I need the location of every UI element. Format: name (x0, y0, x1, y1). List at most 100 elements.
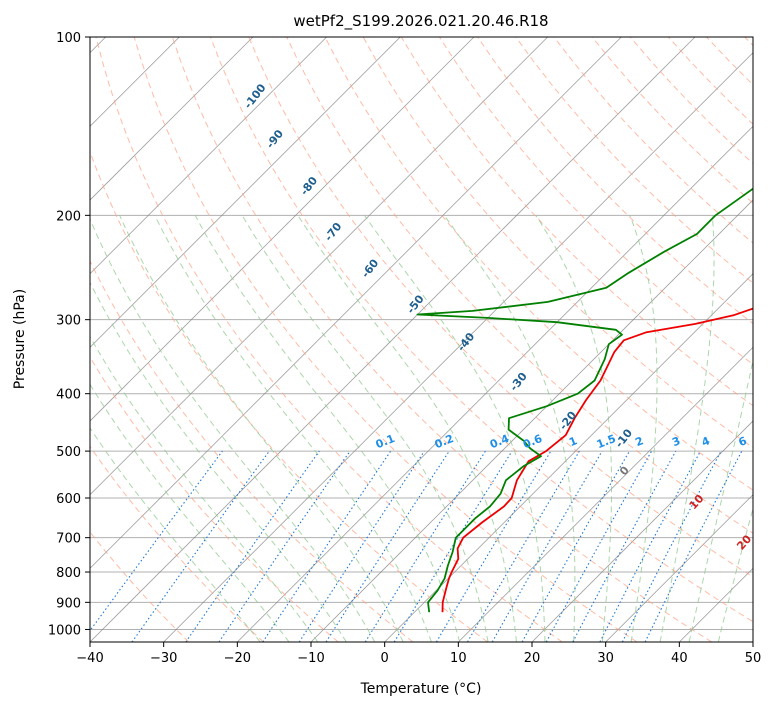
y-axis-ticks: 100 200 300 400 500 600 700 800 900 1000 (48, 31, 90, 638)
x-tick-label-9: 50 (745, 651, 762, 666)
x-tick-label-3: −10 (297, 651, 324, 666)
moist-adiabat-24 (443, 215, 576, 642)
moist-adiabat--4 (90, 217, 376, 642)
mixing-ratio-line-8 (393, 450, 513, 642)
y-tick-label-3: 400 (56, 388, 81, 403)
dry-adiabat-label-6: -40 (455, 330, 478, 354)
x-tick-label-1: −30 (150, 651, 177, 666)
dry-adiabat-0 (90, 259, 414, 642)
mixing-ratio-line-2 (185, 450, 320, 642)
isotherm--60 (90, 37, 548, 496)
isotherm-40 (679, 567, 753, 642)
moist-adiabat-label-2: 20 (734, 532, 754, 552)
mixing-ratio-line-3 (218, 450, 351, 642)
mixing-ratio-line-15 (599, 450, 701, 642)
moist-adiabat-20 (364, 215, 546, 642)
dry-adiabat-150 (591, 37, 753, 204)
mixing-ratio-label-7: 3 (670, 434, 682, 449)
isotherm-30 (605, 494, 753, 642)
mixing-ratio-label-6: 2 (633, 434, 645, 449)
isotherm--100 (90, 37, 254, 201)
dry-adiabat-20 (95, 37, 563, 642)
dry-adiabat-180 (706, 37, 753, 86)
mixing-ratio-line-7 (364, 450, 486, 642)
dry-adiabat-60 (248, 37, 753, 578)
moist-adiabat-label-3: 30 (770, 563, 775, 583)
y-tick-label-9: 1000 (48, 623, 81, 638)
mixing-ratio-lines (90, 450, 743, 642)
dry-adiabat-label-7: -30 (507, 370, 530, 394)
sounding-series (416, 187, 753, 613)
mixing-ratio-label-3: 0.6 (521, 432, 544, 451)
mixing-ratio-line-1 (131, 450, 270, 642)
mixing-ratio-label-5: 1.5 (595, 432, 618, 451)
isotherm-0 (384, 273, 753, 642)
mixing-ratio-line-14 (572, 450, 677, 642)
isotherm--10 (310, 199, 753, 642)
moist-adiabat-12 (241, 215, 489, 642)
mixing-ratio-line-13 (545, 450, 653, 642)
dry-adiabat-label-8: -20 (557, 409, 580, 433)
moist-adiabat-0 (119, 215, 404, 642)
x-axis-ticks: −40 −30 −20 −10 0 10 20 30 40 50 (76, 642, 761, 666)
dry-adiabat--10 (90, 356, 339, 642)
mixing-ratio-label-4: 1 (567, 434, 579, 449)
mixing-ratio-line-5 (298, 450, 425, 642)
mixing-ratio-line-6 (325, 450, 450, 642)
moist-adiabat-36 (659, 215, 715, 642)
plot-area: -100-90-80-70-60-50-40-30-20-10010203040… (90, 37, 775, 642)
isotherm-50 (752, 641, 753, 642)
moist-adiabat-label-0: 0 (617, 464, 632, 479)
chart-title: wetPf2_S199.2026.021.20.46.R18 (293, 12, 548, 31)
dry-adiabat-190 (744, 37, 753, 47)
moist-adiabat-label-1: 10 (687, 492, 707, 512)
plot-frame (89, 36, 754, 643)
mixing-ratio-line-12 (521, 450, 630, 642)
dry-adiabat--20 (90, 445, 264, 642)
dry-adiabat-40 (171, 37, 712, 642)
mixing-ratio-line-0 (90, 450, 223, 632)
x-tick-label-4: 0 (381, 651, 389, 666)
x-tick-label-6: 20 (524, 651, 541, 666)
y-tick-label-0: 100 (56, 31, 81, 46)
skewed-isotherms (90, 37, 753, 642)
dry-adiabat-10 (90, 150, 488, 642)
x-tick-label-5: 10 (450, 651, 467, 666)
mixing-ratio-label-10: 8 (762, 434, 774, 449)
moist-adiabat--12 (90, 335, 319, 642)
y-tick-label-6: 700 (56, 532, 81, 547)
y-tick-label-1: 200 (56, 209, 81, 224)
dry-adiabat-label-1: -90 (264, 127, 287, 151)
x-axis-label: Temperature (°C) (360, 681, 482, 697)
dry-adiabat-70 (286, 37, 753, 534)
isotherm--30 (163, 52, 753, 642)
isotherm--40 (90, 37, 696, 642)
y-tick-label-8: 900 (56, 596, 81, 611)
moist-adiabat--8 (90, 281, 347, 642)
dry-adiabat-170 (668, 37, 753, 125)
moist-adiabat-32 (629, 215, 658, 642)
y-tick-label-4: 500 (56, 445, 81, 460)
dewpoint-profile-line (416, 187, 753, 613)
isotherm--70 (90, 37, 475, 422)
dry-adiabat-130 (515, 37, 753, 284)
moist-adiabats (90, 215, 753, 642)
moist-adiabat-40 (688, 358, 753, 642)
x-tick-label-2: −20 (224, 651, 251, 666)
dry-adiabats (90, 37, 753, 642)
isopleth-labels: -100-90-80-70-60-50-40-30-20-10010203040… (241, 81, 775, 583)
pressure-gridlines (90, 37, 753, 630)
dry-adiabat-30 (133, 37, 638, 642)
y-tick-label-2: 300 (56, 314, 81, 329)
y-tick-label-5: 600 (56, 492, 81, 507)
mixing-ratio-line-4 (262, 450, 392, 642)
moist-adiabat--16 (90, 383, 290, 642)
isotherm-10 (458, 346, 753, 642)
isotherm-20 (531, 420, 753, 642)
temperature-profile-line (441, 307, 753, 613)
dry-adiabat-label-3: -70 (322, 220, 345, 244)
x-tick-label-0: −40 (76, 651, 103, 666)
x-tick-label-7: 30 (597, 651, 614, 666)
x-tick-label-8: 40 (671, 651, 688, 666)
